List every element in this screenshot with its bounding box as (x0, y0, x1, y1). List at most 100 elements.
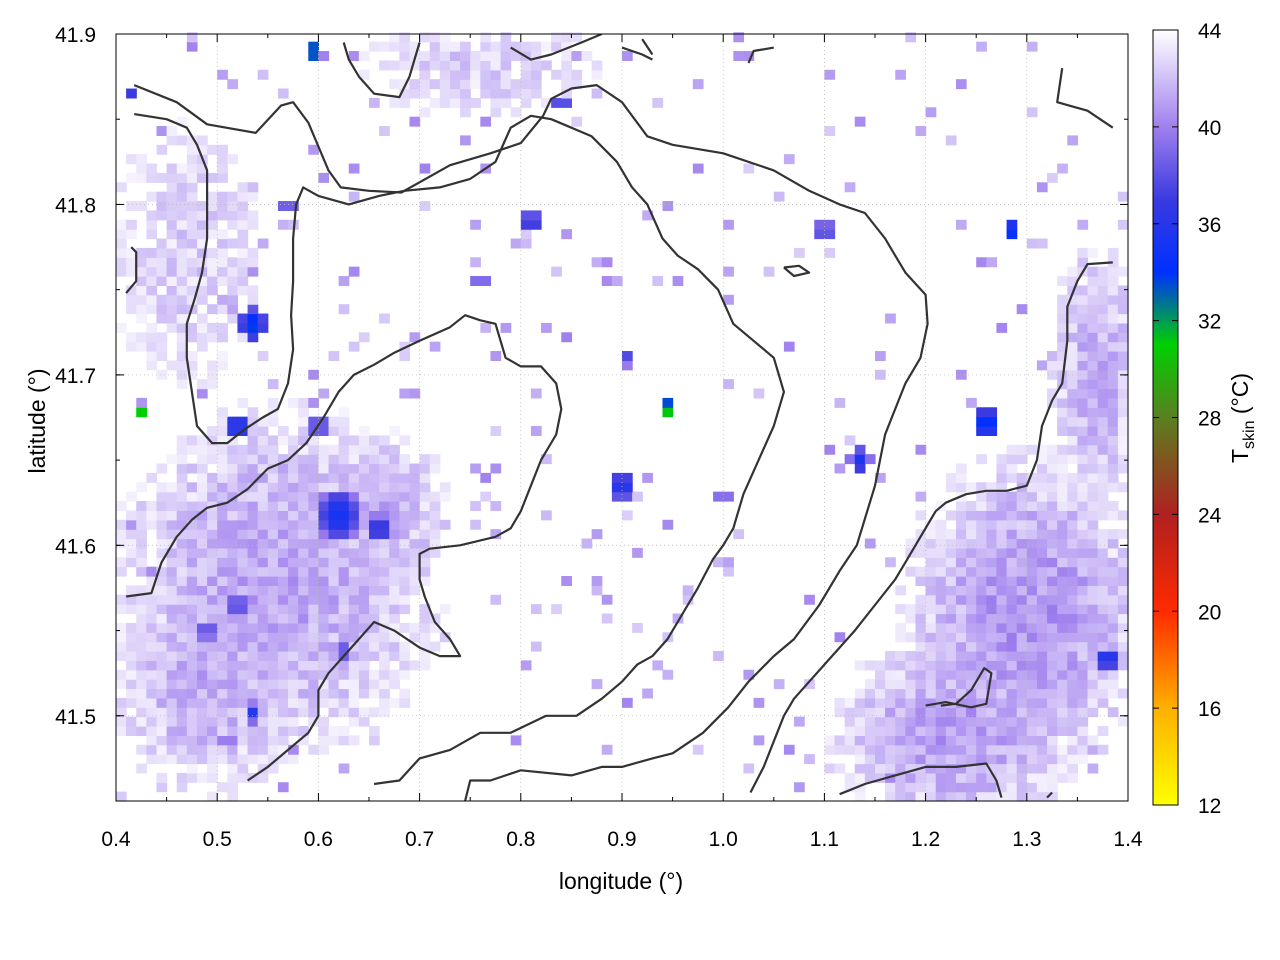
heatmap-cell (136, 660, 147, 671)
heatmap-cell (622, 697, 633, 708)
heatmap-cell (308, 669, 319, 680)
heatmap-cell (176, 257, 188, 268)
heatmap-cell (146, 651, 158, 661)
heatmap-cell (1067, 322, 1078, 333)
heatmap-cell (146, 229, 158, 240)
heatmap-cell (966, 641, 977, 652)
heatmap-cell (217, 501, 228, 511)
heatmap-cell (156, 594, 168, 605)
heatmap-cell (854, 735, 866, 746)
heatmap-cell (247, 613, 259, 624)
heatmap-cell (1047, 772, 1058, 783)
heatmap-cell (1067, 707, 1078, 718)
heatmap-cell (186, 707, 198, 718)
heatmap-cell (116, 707, 127, 718)
heatmap-cell (1016, 669, 1028, 680)
heatmap-cell (136, 266, 147, 277)
heatmap-cell (561, 88, 572, 99)
heatmap-cell (1026, 538, 1038, 549)
heatmap-cell (146, 210, 158, 221)
heatmap-cell (925, 688, 937, 699)
heatmap-cell (895, 735, 906, 746)
heatmap-cell (156, 669, 168, 680)
heatmap-cell (429, 341, 441, 352)
heatmap-cell (298, 604, 309, 615)
heatmap-cell (1036, 604, 1048, 615)
heatmap-cell (186, 482, 198, 493)
heatmap-cell (196, 622, 208, 633)
heatmap-cell (156, 604, 168, 615)
heatmap-cell (1006, 763, 1018, 774)
heatmap-cell (308, 416, 319, 427)
heatmap-cell (257, 576, 269, 586)
heatmap-cell (146, 519, 158, 530)
heatmap-cell (116, 238, 127, 249)
heatmap-cell (1036, 763, 1048, 774)
heatmap-cell (338, 501, 350, 511)
heatmap-cell (1107, 379, 1119, 390)
heatmap-cell (176, 510, 188, 521)
heatmap-cell (196, 688, 208, 699)
heatmap-cell (1036, 472, 1048, 483)
heatmap-cell (591, 257, 603, 268)
heatmap-cell (176, 210, 188, 221)
heatmap-cell (692, 744, 704, 755)
heatmap-cell (136, 651, 147, 661)
heatmap-cell (389, 41, 400, 52)
heatmap-cell (267, 397, 279, 408)
heatmap-cell (1057, 529, 1068, 540)
heatmap-cell (1097, 679, 1109, 690)
heatmap-cell (166, 735, 178, 746)
heatmap-cell (915, 547, 927, 558)
heatmap-cell (288, 566, 299, 577)
heatmap-cell (1087, 538, 1099, 549)
heatmap-cell (237, 557, 249, 568)
heatmap-cell (389, 651, 400, 661)
heatmap-cell (146, 163, 158, 174)
heatmap-cell (318, 454, 330, 465)
heatmap-cell (176, 369, 188, 380)
heatmap-cell (955, 585, 967, 596)
heatmap-cell (116, 632, 127, 643)
heatmap-cell (925, 660, 937, 671)
heatmap-cell (156, 622, 168, 633)
heatmap-cell (986, 257, 998, 268)
heatmap-cell (379, 688, 390, 699)
heatmap-cell (1117, 510, 1129, 521)
heatmap-cell (247, 313, 259, 324)
heatmap-cell (1016, 791, 1028, 802)
heatmap-cell (348, 454, 360, 465)
heatmap-cell (176, 660, 188, 671)
heatmap-cell (834, 707, 846, 718)
heatmap-cell (1107, 529, 1119, 540)
heatmap-cell (1107, 341, 1119, 352)
heatmap-cell (166, 519, 178, 530)
heatmap-cell (217, 69, 228, 80)
heatmap-cell (1077, 444, 1089, 455)
heatmap-cell (247, 547, 259, 558)
heatmap-cell (591, 679, 603, 690)
heatmap-cell (541, 60, 552, 71)
heatmap-cell (1087, 735, 1099, 746)
heatmap-cell (1047, 594, 1058, 605)
heatmap-cell (915, 576, 927, 586)
heatmap-cell (419, 107, 431, 118)
heatmap-cell (976, 679, 987, 690)
heatmap-cell (186, 744, 198, 755)
heatmap-cell (358, 613, 370, 624)
heatmap-cell (207, 322, 218, 333)
heatmap-cell (510, 41, 522, 52)
heatmap-cell (419, 660, 431, 671)
heatmap-cell (156, 782, 168, 793)
heatmap-cell (1057, 501, 1068, 511)
heatmap-cell (318, 538, 330, 549)
heatmap-cell (227, 566, 239, 577)
heatmap-cell (945, 529, 957, 540)
heatmap-cell (672, 276, 684, 286)
heatmap-cell (1087, 660, 1099, 671)
heatmap-cell (196, 613, 208, 624)
heatmap-cell (277, 472, 289, 483)
heatmap-cell (318, 557, 330, 568)
heatmap-cell (885, 697, 896, 708)
